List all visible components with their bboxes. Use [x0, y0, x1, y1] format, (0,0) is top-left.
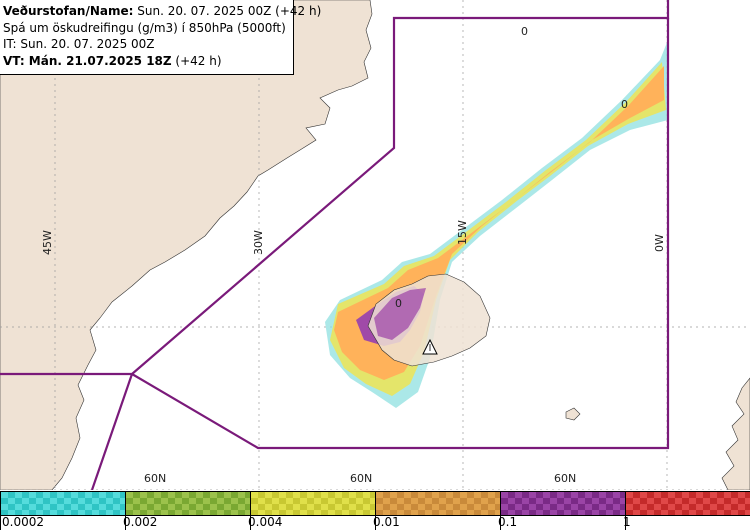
agency-label: Veðurstofan/Name:	[3, 4, 134, 18]
lat-label: 60N	[144, 472, 166, 485]
legend-swatch	[500, 491, 626, 516]
info-line-1: Veðurstofan/Name: Sun. 20. 07. 2025 00Z …	[3, 3, 321, 20]
legend-tick	[500, 516, 501, 530]
legend-label: 0.1	[498, 515, 518, 529]
contour-label: 0	[521, 25, 528, 38]
norway-coast	[721, 377, 750, 490]
legend-swatch	[0, 491, 126, 516]
lat-label: 60N	[350, 472, 372, 485]
info-line-3: IT: Sun. 20. 07. 2025 00Z	[3, 37, 155, 51]
legend-label: 1	[623, 515, 631, 529]
volcano-triangle-icon	[422, 338, 438, 355]
info-line-4: VT: Mán. 21.07.2025 18Z (+42 h)	[3, 53, 293, 70]
valid-time: VT: Mán. 21.07.2025 18Z	[3, 53, 172, 68]
contour-label: 0	[395, 297, 402, 310]
lon-label: 45W	[41, 230, 54, 255]
legend-tick	[0, 516, 1, 530]
forecast-info-box: Veðurstofan/Name: Sun. 20. 07. 2025 00Z …	[0, 0, 321, 75]
info-line-2: Spá um öskudreifingu (g/m3) í 850hPa (50…	[3, 20, 286, 35]
lon-label: 30W	[252, 230, 265, 255]
legend-tick	[625, 516, 626, 530]
ash-over-iceland	[374, 288, 426, 340]
contour-label: 0	[621, 98, 628, 111]
concentration-legend: 0.0002 0.002 0.004 0.01 0.1 1	[0, 490, 750, 532]
run-time: Sun. 20. 07. 2025 00Z (+42 h)	[133, 4, 322, 18]
legend-label: 0.01	[373, 515, 400, 529]
legend-tick	[125, 516, 126, 530]
lon-label: 15W	[456, 220, 469, 245]
faroe-islands	[565, 407, 581, 421]
ash-dispersion-map: 45W 30W 15W 0W 60N 60N 60N 0 0 0	[0, 0, 750, 490]
legend-label: 0.0002	[2, 515, 44, 529]
forecast-domain-boundary	[0, 0, 670, 490]
legend-label: 0.002	[123, 515, 158, 529]
legend-swatch	[125, 491, 251, 516]
lat-label: 60N	[554, 472, 576, 485]
greenland-landmass	[0, 0, 373, 490]
legend-tick	[375, 516, 376, 530]
lead-time: (+42 h)	[171, 53, 222, 68]
lon-label: 0W	[653, 234, 666, 252]
legend-swatch	[250, 491, 376, 516]
legend-swatch	[625, 491, 750, 516]
legend-label: 0.004	[248, 515, 283, 529]
legend-swatch	[375, 491, 501, 516]
legend-tick	[250, 516, 251, 530]
